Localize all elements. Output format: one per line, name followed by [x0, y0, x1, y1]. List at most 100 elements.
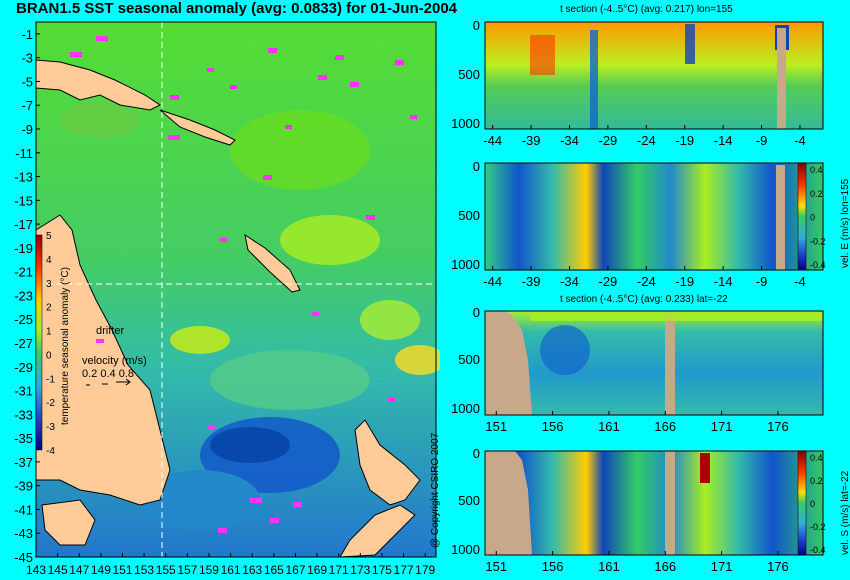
section-x-tick: 151 [485, 559, 507, 574]
map-lon-tick: 167 [285, 563, 305, 577]
map-lon-tick: 165 [264, 563, 284, 577]
map-lon-tick: 149 [91, 563, 111, 577]
velocity-legend-arrows [86, 378, 131, 386]
new-zealand-south [339, 504, 416, 558]
map-lon-tick: 177 [394, 563, 414, 577]
section3-x-axis: 151 156 161 166 171 176 [485, 411, 789, 434]
section4-y-tick: 500 [458, 493, 480, 508]
sst-colorbar-tick: -3 [46, 422, 55, 433]
section-x-tick: -34 [560, 133, 579, 148]
new-guinea-land [35, 59, 161, 111]
section-x-tick: 176 [767, 559, 789, 574]
map-lon-axis: 143 145 147 149 151 153 155 157 159 161 163 165 167 1… [26, 553, 436, 577]
section2-y-tick: 0 [473, 159, 480, 174]
sst-map-panel: -1-3-5-7-9-11-13-15-17-19-21-23-25-27-29… [14, 21, 440, 577]
section3-features [485, 311, 823, 415]
section3-y-tick: 0 [473, 305, 480, 320]
sst-colorbar-label: temperature seasonal anomaly (°C) [60, 267, 71, 425]
velocity-legend-label: velocity (m/s) [82, 355, 147, 367]
map-lon-tick: 175 [372, 563, 392, 577]
map-lat-axis: -1 -3 -5 -7 -9 -11 -13 -15 -17 -19 -21 -23 -25 -27 -29… [14, 27, 40, 565]
page-title: BRAN1.5 SST seasonal anomaly (avg: 0.083… [16, 0, 458, 17]
sst-colorbar-tick: -2 [46, 398, 55, 409]
section-colorbar-tick: 0 [810, 213, 815, 223]
map-lat-tick: -27 [14, 336, 33, 351]
section4-frame [484, 450, 824, 556]
section-x-tick: 166 [654, 559, 676, 574]
section-x-tick: -29 [599, 274, 618, 289]
section-x-tick: 151 [485, 419, 507, 434]
section4-colorbar-label: vel. S (m/s) lat=-22 [840, 470, 850, 555]
section2-y-tick: 500 [458, 208, 480, 223]
section-x-tick: -44 [483, 133, 502, 148]
sst-colorbar-tick: 5 [46, 231, 52, 242]
section-x-tick: -9 [756, 133, 768, 148]
section1-y-axis: 0 500 1000 [451, 18, 480, 131]
section2-frame [484, 162, 824, 271]
section-x-tick: -34 [560, 274, 579, 289]
section4-y-axis: 0 500 1000 [451, 446, 480, 557]
map-lat-tick: -25 [14, 312, 33, 327]
section-colorbar-tick: 0.2 [810, 189, 823, 199]
sst-colorbar-tick: 0 [46, 350, 52, 361]
section-colorbar-tick: 0.2 [810, 476, 823, 486]
copyright-notice: @ Copyright CSIRO 2007 [430, 432, 441, 548]
section2-field [485, 163, 823, 270]
section2-colorbar-ticks: 0.4 0.2 0 -0.2 -0.4 [810, 165, 826, 270]
section-x-tick: 166 [654, 419, 676, 434]
section-x-tick: -19 [675, 133, 694, 148]
section-x-tick: 161 [598, 559, 620, 574]
section-colorbar-tick: 0.4 [810, 453, 823, 463]
section3-title: t section (-4..5°C) (avg: 0.233) lat=-22 [560, 294, 728, 305]
section-x-tick: -29 [599, 133, 618, 148]
sst-colorbar-tick: 4 [46, 255, 52, 266]
map-lon-tick: 143 [26, 563, 46, 577]
section3-y-axis: 0 500 1000 [451, 305, 480, 416]
map-lon-tick: 147 [69, 563, 89, 577]
section4-y-tick: 0 [473, 446, 480, 461]
map-lat-tick: -11 [15, 146, 33, 161]
section1-frame [484, 21, 824, 130]
section-x-tick: 156 [542, 559, 564, 574]
map-lon-tick: 161 [221, 563, 241, 577]
section-x-tick: -14 [714, 133, 733, 148]
section-x-tick: -39 [522, 274, 541, 289]
section4-colorbar-ticks: 0.4 0.2 0 -0.2 -0.4 [810, 453, 826, 555]
sst-colorbar [35, 234, 43, 451]
sst-anomaly-patches [60, 102, 440, 530]
section-x-tick: -19 [675, 274, 694, 289]
map-lon-tick: 179 [415, 563, 435, 577]
section-x-tick: -4 [794, 133, 806, 148]
map-lon-tick: 169 [307, 563, 327, 577]
section2-y-tick: 1000 [451, 257, 480, 272]
section2-y-axis: 0 500 1000 [451, 159, 480, 272]
sst-colorbar-tick: -1 [46, 374, 55, 385]
map-lat-tick: -19 [14, 241, 33, 256]
map-lat-tick: -9 [21, 122, 33, 137]
map-lon-tick: 155 [156, 563, 176, 577]
land-masses [35, 59, 421, 558]
section-colorbar-tick: 0 [810, 499, 815, 509]
section3-y-tick: 500 [458, 352, 480, 367]
section-x-tick: 176 [767, 419, 789, 434]
section-panels: t section (-4..5°C) (avg: 0.217) lon=155… [451, 4, 850, 574]
section4-features [485, 451, 710, 555]
section3-field [485, 311, 823, 415]
map-lat-tick: -41 [14, 502, 33, 517]
map-lat-tick: -7 [21, 98, 33, 113]
section2-colorbar-label: vel. E (m/s) lon=155 [840, 178, 850, 268]
map-lat-tick: -29 [14, 360, 33, 375]
map-lat-tick: -13 [14, 170, 33, 185]
section1-y-tick: 0 [473, 18, 480, 33]
australia-land [35, 214, 171, 506]
section4-x-axis: 151 156 161 166 171 176 [485, 551, 789, 574]
section1-title: t section (-4..5°C) (avg: 0.217) lon=155 [560, 4, 733, 15]
section-colorbar-tick: -0.4 [810, 260, 826, 270]
section2-x-axis: -44 -39 -34 -29 -24 -19 -14 -9 -4 [483, 266, 806, 289]
section3-y-tick: 1000 [451, 401, 480, 416]
map-lon-tick: 163 [242, 563, 262, 577]
velocity-legend-scale: 0.2 0.4 0.8 [82, 368, 134, 380]
map-lat-tick: -23 [14, 288, 33, 303]
section-x-tick: 171 [711, 419, 733, 434]
section1-y-tick: 500 [458, 67, 480, 82]
